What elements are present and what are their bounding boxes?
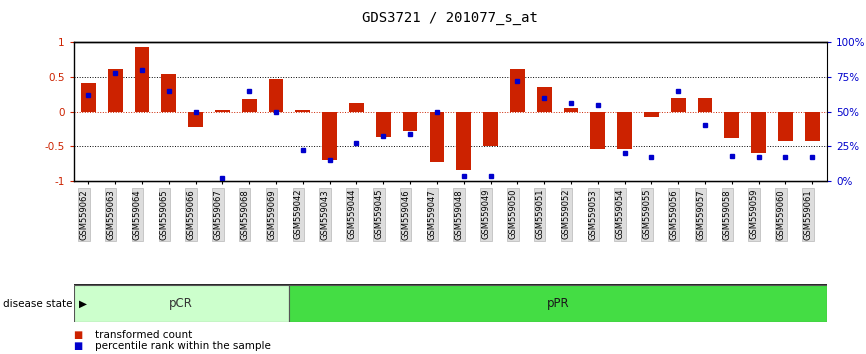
Text: GSM559049: GSM559049	[481, 189, 490, 239]
Bar	[81, 82, 96, 112]
Bar	[295, 110, 310, 112]
Text: GSM559055: GSM559055	[643, 189, 651, 239]
Bar	[242, 99, 256, 112]
Text: GSM559044: GSM559044	[347, 189, 357, 239]
Text: GSM559046: GSM559046	[401, 189, 410, 240]
Bar	[644, 112, 659, 117]
Bar	[591, 112, 605, 149]
Text: GSM559069: GSM559069	[267, 189, 276, 240]
Text: GSM559056: GSM559056	[669, 189, 678, 240]
Text: GSM559063: GSM559063	[107, 189, 115, 240]
Text: GSM559053: GSM559053	[589, 189, 598, 240]
Text: GSM559042: GSM559042	[294, 189, 303, 239]
Bar	[161, 74, 176, 112]
Text: GSM559067: GSM559067	[213, 189, 223, 240]
Bar	[188, 112, 203, 127]
Text: pCR: pCR	[170, 297, 193, 310]
Bar	[510, 69, 525, 112]
Text: GSM559048: GSM559048	[455, 189, 463, 240]
Text: GSM559057: GSM559057	[696, 189, 705, 240]
Bar	[74, 285, 289, 322]
Text: GSM559045: GSM559045	[374, 189, 384, 239]
Text: transformed count: transformed count	[95, 330, 192, 339]
Text: GSM559062: GSM559062	[80, 189, 88, 240]
Bar	[698, 98, 713, 112]
Bar	[671, 98, 686, 112]
Bar	[289, 285, 827, 322]
Bar	[403, 112, 417, 131]
Text: GSM559065: GSM559065	[160, 189, 169, 240]
Bar	[617, 112, 632, 149]
Text: GSM559068: GSM559068	[240, 189, 249, 240]
Text: GSM559043: GSM559043	[320, 189, 330, 240]
Text: GSM559052: GSM559052	[562, 189, 571, 239]
Text: GSM559050: GSM559050	[508, 189, 517, 239]
Text: GSM559059: GSM559059	[750, 189, 759, 239]
Bar	[483, 112, 498, 146]
Bar	[564, 108, 578, 112]
Bar	[322, 112, 337, 160]
Text: ■: ■	[74, 330, 83, 339]
Bar	[134, 47, 149, 112]
Text: GSM559061: GSM559061	[804, 189, 812, 240]
Text: GSM559060: GSM559060	[777, 189, 785, 240]
Text: ■: ■	[74, 341, 83, 351]
Text: GSM559054: GSM559054	[616, 189, 624, 239]
Bar	[805, 112, 819, 141]
Text: pPR: pPR	[546, 297, 569, 310]
Text: GDS3721 / 201077_s_at: GDS3721 / 201077_s_at	[362, 11, 539, 25]
Bar	[107, 69, 123, 112]
Text: percentile rank within the sample: percentile rank within the sample	[95, 341, 271, 351]
Text: GSM559066: GSM559066	[186, 189, 196, 240]
Bar	[725, 112, 740, 138]
Bar	[268, 79, 283, 112]
Bar	[430, 112, 444, 162]
Text: disease state  ▶: disease state ▶	[3, 298, 87, 309]
Bar	[537, 87, 552, 112]
Text: GSM559051: GSM559051	[535, 189, 544, 239]
Bar	[752, 112, 766, 153]
Text: GSM559058: GSM559058	[723, 189, 732, 240]
Bar	[778, 112, 793, 141]
Bar	[349, 103, 364, 112]
Text: GSM559047: GSM559047	[428, 189, 437, 240]
Bar	[215, 110, 229, 112]
Bar	[376, 112, 391, 137]
Text: GSM559064: GSM559064	[133, 189, 142, 240]
Bar	[456, 112, 471, 170]
